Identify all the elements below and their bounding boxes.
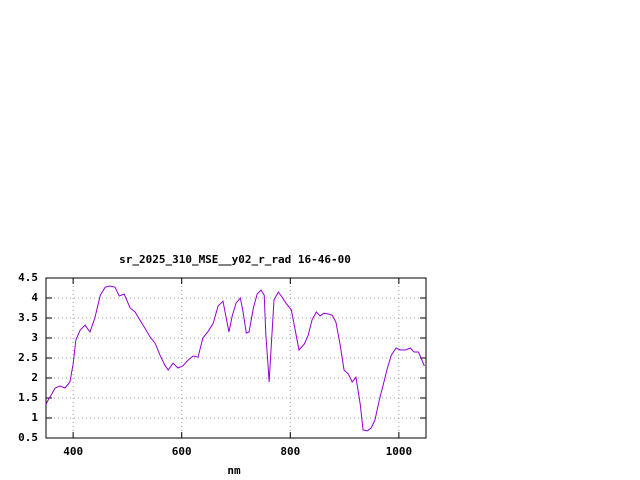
y-tick-label: 1 <box>31 411 38 424</box>
x-axis-label: nm <box>227 464 241 477</box>
y-tick-label: 3.5 <box>18 311 38 324</box>
x-tick-label: 600 <box>172 445 192 458</box>
y-tick-label: 0.5 <box>18 431 38 444</box>
y-tick-label: 4 <box>31 291 38 304</box>
y-tick-label: 2 <box>31 371 38 384</box>
x-tick-label: 400 <box>63 445 83 458</box>
y-tick-label: 1.5 <box>18 391 38 404</box>
data-line <box>45 285 425 432</box>
y-tick-label: 2.5 <box>18 351 38 364</box>
y-tick-label: 3 <box>31 331 38 344</box>
chart-title: sr_2025_310_MSE__y02_r_rad 16-46-00 <box>119 253 351 266</box>
y-tick-label: 4.5 <box>18 271 38 284</box>
x-tick-label: 800 <box>280 445 300 458</box>
plot-border <box>45 277 427 439</box>
x-tick-label: 1000 <box>386 445 413 458</box>
